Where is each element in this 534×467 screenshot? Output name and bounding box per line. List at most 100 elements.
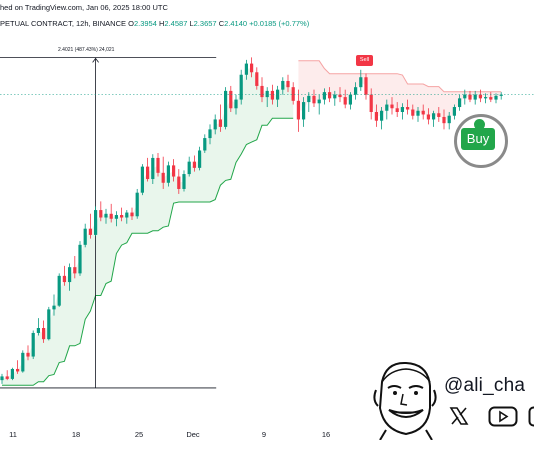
candle-body-90: [468, 95, 471, 100]
candle-body-95: [494, 96, 497, 100]
candle-39: [203, 134, 206, 153]
candle-body-31: [162, 173, 165, 183]
candle-body-8: [42, 328, 45, 339]
candle-body-48: [250, 64, 253, 73]
candle-9: [47, 307, 50, 341]
candle-body-65: [338, 95, 341, 97]
candle-7: [37, 318, 40, 335]
candle-body-37: [193, 162, 196, 168]
candle-16: [84, 224, 87, 248]
candle-27: [141, 164, 144, 195]
candle-46: [240, 70, 243, 105]
candle-body-67: [349, 95, 352, 105]
candle-1: [6, 370, 9, 380]
x-tick-9: 9: [262, 430, 266, 439]
candle-body-15: [78, 245, 81, 274]
candle-body-29: [151, 158, 154, 179]
high-value: 2.4587: [164, 19, 187, 28]
candle-body-44: [229, 91, 232, 108]
x-tick-18: 18: [72, 430, 80, 439]
cartoon-face-logo: [372, 360, 438, 440]
candle-body-19: [99, 210, 102, 217]
candle-18: [94, 206, 97, 236]
x-tick-dec: Dec: [186, 430, 199, 439]
candle-body-26: [136, 193, 139, 217]
candle-body-3: [16, 369, 19, 371]
partial-icon: [528, 406, 534, 427]
candle-body-25: [130, 213, 133, 217]
candle-body-81: [422, 111, 425, 115]
candle-body-9: [47, 309, 50, 339]
supertrend-fill-1: [298, 61, 501, 120]
candle-body-11: [58, 276, 61, 306]
candle-body-82: [427, 114, 430, 119]
candle-body-47: [245, 64, 248, 75]
candle-body-12: [63, 276, 66, 282]
candle-body-22: [115, 215, 118, 219]
candle-body-59: [307, 96, 310, 102]
x-tick-25: 25: [135, 430, 143, 439]
candle-body-62: [323, 92, 326, 99]
candle-11: [58, 273, 61, 307]
open-value: 2.3954: [134, 19, 157, 28]
candle-body-45: [234, 100, 237, 109]
candle-70: [364, 74, 367, 100]
candle-body-24: [125, 213, 128, 218]
x-tick-16: 16: [322, 430, 330, 439]
candle-body-89: [463, 95, 466, 99]
candle-body-30: [156, 158, 159, 173]
candle-38: [198, 147, 201, 171]
candle-body-79: [411, 110, 414, 116]
candle-body-86: [448, 116, 451, 123]
candle-body-91: [474, 95, 477, 100]
candle-body-63: [328, 92, 331, 98]
candle-body-6: [32, 333, 35, 357]
candle-body-55: [286, 81, 289, 87]
candle-body-20: [104, 214, 107, 218]
candle-body-51: [266, 91, 269, 97]
candle-body-13: [68, 267, 71, 282]
candle-body-52: [271, 91, 274, 100]
candle-body-32: [167, 165, 170, 182]
youtube-icon[interactable]: [488, 406, 518, 427]
candle-body-7: [37, 328, 40, 333]
candle-body-50: [260, 86, 263, 97]
candle-body-34: [177, 177, 180, 189]
candle-6: [32, 330, 35, 359]
candle-36: [188, 157, 191, 177]
candle-body-28: [146, 167, 149, 179]
candle-body-57: [297, 101, 300, 120]
candle-15: [78, 241, 81, 276]
candle-body-72: [375, 112, 378, 121]
candle-body-42: [219, 119, 222, 126]
candle-body-56: [292, 87, 295, 101]
candle-body-2: [11, 369, 14, 379]
candle-body-84: [437, 113, 440, 117]
change-value: +0.0185 (+0.77%): [249, 19, 309, 28]
candle-35: [182, 170, 185, 191]
candle-body-68: [354, 87, 357, 94]
candle-28: [146, 158, 149, 182]
candle-body-5: [26, 353, 29, 357]
candle-body-60: [312, 96, 315, 103]
candle-body-70: [364, 77, 367, 94]
publish-info: hed on TradingView.com, Jan 06, 2025 18:…: [0, 3, 168, 12]
candle-body-46: [240, 75, 243, 100]
candle-body-43: [224, 91, 227, 127]
candle-body-71: [370, 95, 373, 112]
candle-body-88: [458, 98, 461, 107]
candle-44: [229, 86, 232, 112]
candle-body-40: [208, 129, 211, 138]
candle-body-77: [401, 107, 404, 112]
candle-body-35: [182, 174, 185, 189]
candle-body-78: [406, 107, 409, 109]
candle-body-38: [198, 150, 201, 167]
candle-body-73: [380, 111, 383, 121]
candle-2: [11, 368, 14, 380]
candle-26: [136, 189, 139, 219]
x-tick-11: 11: [9, 430, 17, 439]
candle-body-16: [84, 229, 87, 245]
candle-body-49: [255, 72, 258, 86]
x-logo-icon[interactable]: [448, 405, 470, 427]
candle-body-1: [6, 376, 9, 378]
